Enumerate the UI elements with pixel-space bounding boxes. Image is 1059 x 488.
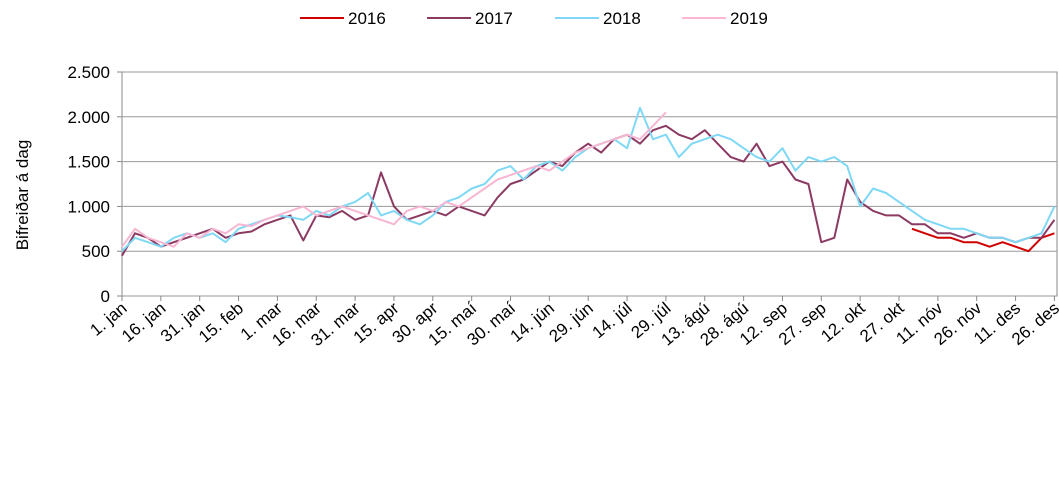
legend-label: 2019 <box>730 9 768 28</box>
legend-label: 2016 <box>348 9 386 28</box>
y-tick-label: 1.500 <box>67 153 110 172</box>
y-tick-label: 2.000 <box>67 108 110 127</box>
legend-label: 2017 <box>475 9 513 28</box>
series-line <box>911 227 1055 253</box>
x-tick-label: 14. jún <box>507 299 558 346</box>
x-tick-label: 29. jún <box>545 299 596 346</box>
x-tick-label: 15. feb <box>195 299 247 347</box>
x-tick-label: 14. júl <box>589 299 636 343</box>
y-axis-label: Bifreiðar á dag <box>13 140 32 251</box>
series-line <box>121 124 1056 257</box>
plot-area <box>121 71 1058 297</box>
legend-label: 2018 <box>603 9 641 28</box>
series-line <box>121 111 667 248</box>
y-tick-label: 500 <box>82 242 110 261</box>
y-tick-label: 1.000 <box>67 197 110 216</box>
y-tick-label: 2.500 <box>67 63 110 82</box>
y-tick-label: 0 <box>101 287 110 306</box>
x-tick-label: 16. jan <box>118 299 169 346</box>
